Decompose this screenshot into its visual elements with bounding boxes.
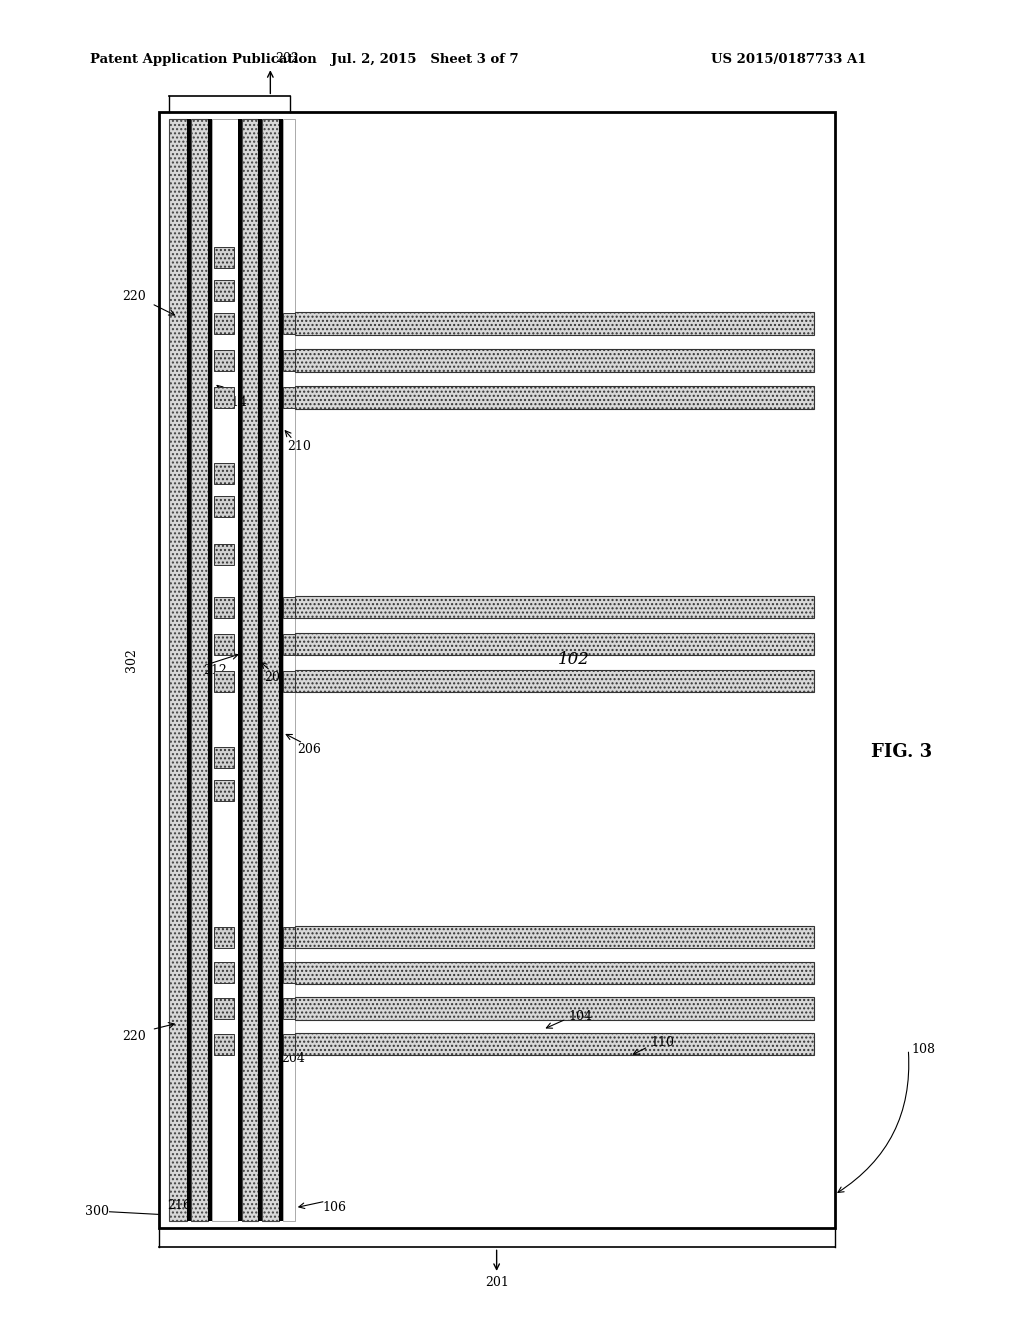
Bar: [214, 597, 234, 618]
Bar: [295, 632, 814, 655]
Bar: [214, 463, 234, 484]
Text: 204: 204: [282, 1052, 305, 1065]
Text: 214: 214: [223, 396, 247, 409]
Text: 300: 300: [85, 1205, 110, 1218]
Bar: [283, 387, 295, 408]
Text: 106: 106: [323, 1201, 346, 1214]
Bar: [214, 671, 234, 692]
Bar: [283, 597, 295, 618]
Text: 220: 220: [123, 290, 146, 304]
Bar: [242, 119, 258, 1221]
Bar: [214, 780, 234, 801]
Bar: [295, 1032, 814, 1056]
Bar: [212, 119, 238, 1221]
Bar: [262, 119, 279, 1221]
Bar: [295, 927, 814, 948]
Bar: [283, 313, 295, 334]
Bar: [295, 998, 814, 1020]
Bar: [295, 312, 814, 334]
Bar: [295, 385, 814, 409]
Bar: [238, 119, 242, 1221]
Text: FIG. 3: FIG. 3: [870, 743, 932, 762]
Text: Jul. 2, 2015   Sheet 3 of 7: Jul. 2, 2015 Sheet 3 of 7: [331, 53, 519, 66]
Bar: [283, 1034, 295, 1055]
Bar: [283, 998, 295, 1019]
Bar: [283, 927, 295, 948]
Bar: [208, 119, 212, 1221]
Text: 102: 102: [557, 652, 590, 668]
Text: 201: 201: [484, 1276, 509, 1290]
Bar: [283, 634, 295, 655]
Bar: [214, 998, 234, 1019]
Bar: [214, 1034, 234, 1055]
Bar: [214, 387, 234, 408]
Bar: [295, 595, 814, 618]
Bar: [191, 119, 208, 1221]
Bar: [187, 119, 191, 1221]
Bar: [283, 671, 295, 692]
Bar: [214, 927, 234, 948]
Text: 302: 302: [125, 648, 137, 672]
Text: 210: 210: [287, 440, 310, 453]
Text: US 2015/0187733 A1: US 2015/0187733 A1: [711, 53, 866, 66]
Text: 220: 220: [123, 1030, 146, 1043]
Text: 108: 108: [911, 1043, 935, 1056]
Text: 216: 216: [167, 1199, 191, 1212]
Bar: [214, 962, 234, 983]
Bar: [214, 350, 234, 371]
Bar: [214, 313, 234, 334]
Bar: [295, 669, 814, 692]
Bar: [283, 119, 295, 1221]
Bar: [214, 280, 234, 301]
Text: 206: 206: [297, 743, 321, 756]
Bar: [214, 544, 234, 565]
Text: 110: 110: [650, 1036, 674, 1049]
Text: 208: 208: [264, 671, 288, 684]
Bar: [214, 634, 234, 655]
Bar: [295, 961, 814, 985]
Bar: [283, 350, 295, 371]
Bar: [279, 119, 283, 1221]
Text: 202: 202: [275, 51, 299, 65]
Bar: [214, 747, 234, 768]
Text: 104: 104: [568, 1010, 592, 1023]
Bar: [214, 247, 234, 268]
Bar: [258, 119, 262, 1221]
Bar: [283, 962, 295, 983]
Bar: [295, 348, 814, 372]
Bar: [159, 112, 835, 1228]
Bar: [169, 119, 187, 1221]
Text: 212: 212: [203, 664, 226, 677]
Bar: [214, 496, 234, 517]
Text: Patent Application Publication: Patent Application Publication: [90, 53, 316, 66]
